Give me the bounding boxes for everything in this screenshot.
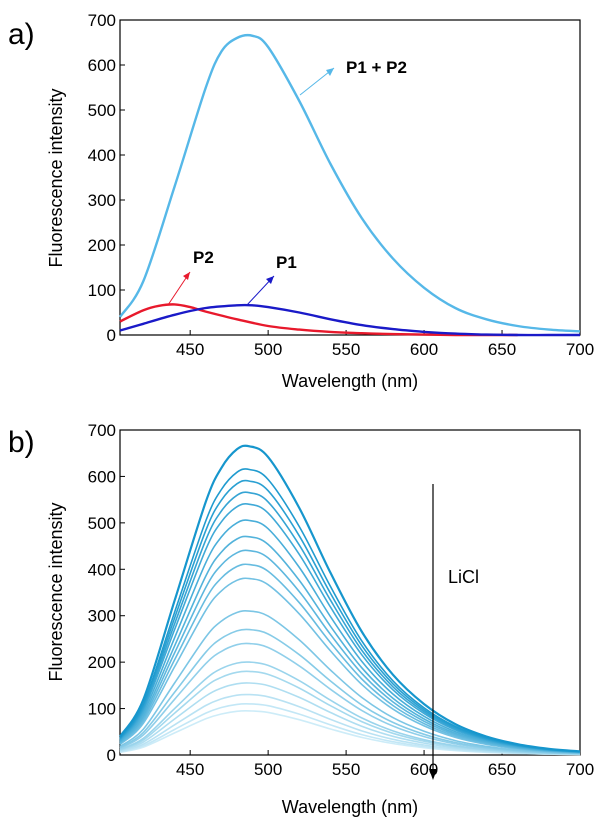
y-tick-label: 400 bbox=[88, 560, 116, 579]
y-tick-label: 600 bbox=[88, 56, 116, 75]
chart-panel-b: b) 450 500 550 600 650 7000100200300400500600… bbox=[8, 421, 594, 817]
x-tick-label: 500 bbox=[254, 760, 282, 779]
titration-curve bbox=[119, 519, 581, 753]
y-axis-label-a: Fluorescence intensity bbox=[46, 88, 66, 267]
chart-panel-a: a) 450 500 550 600 650 700 0 100 200 300 400 500 600… bbox=[8, 11, 594, 391]
x-tick-label: 700 bbox=[566, 340, 594, 359]
x-tick-label: 550 bbox=[332, 760, 360, 779]
arrowhead-p1-p2 bbox=[326, 68, 334, 76]
y-tick-label: 0 bbox=[107, 326, 116, 345]
y-tick-label: 500 bbox=[88, 514, 116, 533]
titration-curve bbox=[119, 563, 581, 754]
y-tick-label: 400 bbox=[88, 146, 116, 165]
series-line-p2 bbox=[119, 303, 518, 337]
titration-curve bbox=[119, 535, 581, 754]
x-axis-label-b: Wavelength (nm) bbox=[282, 797, 418, 817]
y-tick-label: 300 bbox=[88, 191, 116, 210]
series-line-p1 bbox=[119, 303, 580, 337]
y-tick-label: 600 bbox=[88, 467, 116, 486]
plot-frame-b bbox=[119, 429, 581, 756]
x-tick-label: 450 bbox=[176, 340, 204, 359]
titration-curve bbox=[119, 468, 581, 753]
annotation-p1: P1 bbox=[276, 253, 297, 272]
y-tick-label: 700 bbox=[88, 11, 116, 30]
y-tick-label: 100 bbox=[88, 700, 116, 719]
plot-frame-a bbox=[119, 19, 581, 336]
x-tick-label: 500 bbox=[254, 340, 282, 359]
y-axis-label-b: Fluorescence intensity bbox=[46, 502, 66, 681]
x-tick-label: 450 bbox=[176, 760, 204, 779]
y-tick-label: 700 bbox=[88, 421, 116, 440]
y-tick-label: 200 bbox=[88, 236, 116, 255]
series-line-p1-p2 bbox=[118, 33, 581, 333]
x-tick-label: 650 bbox=[488, 340, 516, 359]
panel-label-a: a) bbox=[8, 18, 35, 51]
arrowhead-p2 bbox=[183, 272, 190, 280]
annotation-licl: LiCl bbox=[448, 567, 479, 587]
annotation-p2: P2 bbox=[193, 248, 214, 267]
y-tick-label: 500 bbox=[88, 101, 116, 120]
y-tick-label: 300 bbox=[88, 607, 116, 626]
x-axis-label-a: Wavelength (nm) bbox=[282, 371, 418, 391]
titration-curve bbox=[119, 444, 581, 753]
x-tick-label: 550 bbox=[332, 340, 360, 359]
licl-arrowhead bbox=[429, 769, 437, 780]
x-tick-label: 650 bbox=[488, 760, 516, 779]
titration-curve bbox=[119, 628, 581, 755]
x-tick-label: 700 bbox=[566, 760, 594, 779]
annotation-p1-p2: P1 + P2 bbox=[346, 58, 407, 77]
titration-curve bbox=[119, 661, 581, 755]
y-tick-label: 200 bbox=[88, 653, 116, 672]
x-tick-label: 600 bbox=[410, 340, 438, 359]
y-tick-label: 100 bbox=[88, 281, 116, 300]
y-tick-label: 0 bbox=[107, 746, 116, 765]
titration-curve bbox=[119, 610, 581, 755]
arrowhead-p1 bbox=[266, 276, 274, 284]
panel-label-b: b) bbox=[8, 426, 35, 459]
